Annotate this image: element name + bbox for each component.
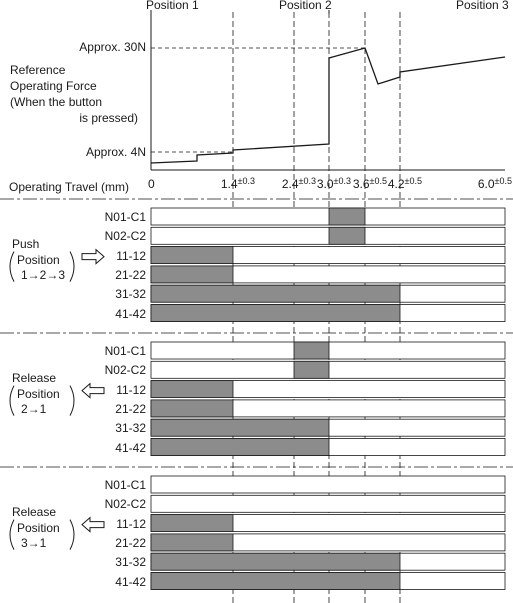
contact-label: N01-C1 [104,478,146,492]
position-1-label: Position 1 [146,0,199,12]
contact-on-interval [150,438,330,456]
contact-label: N02-C2 [104,229,146,244]
contact-label: 41-42 [115,440,146,455]
paren-right [69,385,75,416]
contact-label: 41-42 [115,306,146,321]
contact-on-interval [328,226,366,245]
contact-label: 21-22 [115,535,146,550]
section-position-word: Position [17,252,60,267]
travel-axis-label: Operating Travel (mm) [9,180,130,194]
arrow-left-icon [81,516,105,533]
position-2-label: Position 2 [279,0,332,12]
travel-tick-tolerance: ±0.3 [333,176,351,186]
contact-label: N02-C2 [104,497,146,512]
travel-tick-label: 0 [148,177,155,191]
travel-tick-value: 0 [148,177,155,191]
contact-on-interval [150,246,234,265]
contact-on-interval [150,304,401,322]
force-axis-title-line4: is pressed) [79,111,138,125]
contact-row-frame [150,226,506,245]
paren-left [9,251,15,282]
contact-row-frame [150,475,506,494]
section-position-word: Position [17,520,60,535]
force-axis-title-line3: (When the button [10,95,103,109]
contact-on-interval [150,265,234,284]
section-position-word: Position [17,386,60,401]
contact-label: N02-C2 [104,363,146,378]
contact-label: 21-22 [115,267,146,282]
travel-tick-tolerance: ±0.3 [298,176,316,186]
contact-label: 11-12 [116,382,146,397]
paren-right [69,251,75,282]
contact-label: 11-12 [116,248,146,263]
contact-on-interval [150,399,234,418]
contact-on-interval [328,207,366,226]
paren-right [69,519,75,550]
contact-on-interval [150,418,330,437]
force-curve [150,47,506,164]
contact-label: 41-42 [115,574,146,589]
contact-on-interval [293,341,330,360]
contact-row-frame [150,207,506,226]
travel-tick-tolerance: ±0.5 [494,176,512,186]
contact-on-interval [150,572,401,590]
section-title: Release [12,370,57,385]
paren-left [9,519,15,550]
contact-label: 31-32 [115,421,146,436]
travel-tick-tolerance: ±0.5 [369,176,387,186]
travel-tick-tolerance: ±0.3 [237,176,255,186]
contact-on-interval [150,514,234,532]
force-low-label: Approx. 4N [85,145,146,159]
section-title: Push [12,236,40,251]
contact-label: 31-32 [115,555,146,570]
contact-on-interval [150,380,234,399]
contact-on-interval [150,284,401,303]
arrow-right-icon [81,248,105,265]
section-sequence: 1→2→3 [21,267,66,282]
position-3-label: Position 3 [456,0,509,12]
contact-label: N01-C1 [104,210,146,224]
contact-on-interval [150,533,234,552]
contact-row-frame [150,494,506,513]
arrow-left-icon [81,382,105,399]
section-sequence: 2→1 [21,401,47,416]
travel-tick-label: 6.0±0.5 [477,176,512,191]
travel-tick-tolerance: ±0.5 [404,176,422,186]
section-sequence: 3→1 [21,535,47,550]
travel-tick-value: 6.0 [477,177,495,191]
force-axis-title-line2: Operating Force [10,79,97,93]
contact-label: 31-32 [115,287,146,302]
contact-on-interval [150,552,401,571]
contact-label: N01-C1 [104,344,146,358]
force-axis-title-line1: Reference [10,63,66,77]
contact-label: 11-12 [116,516,146,531]
force-high-label: Approx. 30N [79,40,146,54]
contact-on-interval [293,360,330,379]
section-title: Release [12,504,57,519]
contact-label: 21-22 [115,401,146,416]
paren-left [9,385,15,416]
